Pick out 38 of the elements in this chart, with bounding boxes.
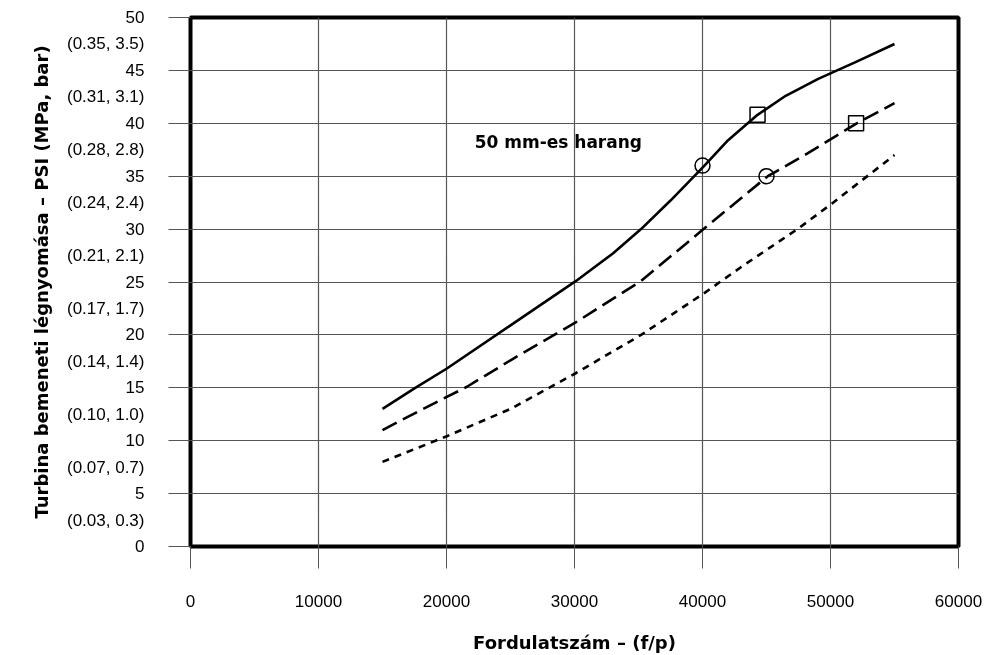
y-tick-label: 15	[125, 378, 145, 398]
y-tick-label: 50	[125, 8, 145, 27]
y-tick-label: (0.31, 3.1)	[67, 87, 145, 107]
x-tick-label: 30000	[550, 591, 599, 611]
line-series	[381, 153, 896, 464]
x-tick-label: 40000	[678, 591, 727, 611]
y-tick-label: 20	[125, 325, 145, 345]
x-axis-title: Fordulatszám – (f/p)	[473, 631, 676, 653]
y-tick-label: (0.35, 3.5)	[67, 34, 145, 54]
y-tick-label: (0.17, 1.7)	[67, 298, 145, 318]
x-tick-label: 60000	[934, 591, 983, 611]
annotation: 50 mm-es harang	[474, 131, 642, 152]
line-series	[381, 101, 896, 432]
y-tick-label: (0.28, 2.8)	[67, 140, 145, 160]
y-tick-label: 10	[125, 431, 145, 451]
y-tick-label: 25	[125, 272, 145, 292]
point	[694, 157, 711, 174]
y-tick-label: (0.21, 2.1)	[67, 246, 145, 266]
x-tick-label: 20000	[422, 591, 471, 611]
point	[758, 167, 775, 185]
y-tick-label: 35	[125, 166, 145, 186]
y-tick-label: 0	[135, 537, 145, 556]
y-tick-label: (0.03, 0.3)	[67, 510, 145, 530]
x-tick-label: 0	[185, 591, 196, 611]
y-tick-label: (0.10, 1.0)	[67, 404, 145, 424]
y-axis-title: Turbina bemeneti légnyomása – PSI (MPa, bar)	[31, 45, 53, 519]
y-tick-label: 45	[125, 60, 145, 80]
y-tick-label: (0.24, 2.4)	[67, 193, 145, 213]
x-tick-label: 50000	[806, 591, 855, 611]
y-tick-label: 40	[125, 113, 145, 133]
point	[847, 115, 865, 132]
line-series	[381, 42, 896, 411]
y-tick-label: (0.07, 0.7)	[67, 457, 145, 477]
y-tick-label: (0.14, 1.4)	[67, 351, 145, 371]
y-tick-label: 30	[125, 219, 145, 239]
y-tick-label: 5	[135, 484, 145, 504]
point	[749, 106, 766, 124]
x-tick-label: 10000	[294, 591, 343, 611]
